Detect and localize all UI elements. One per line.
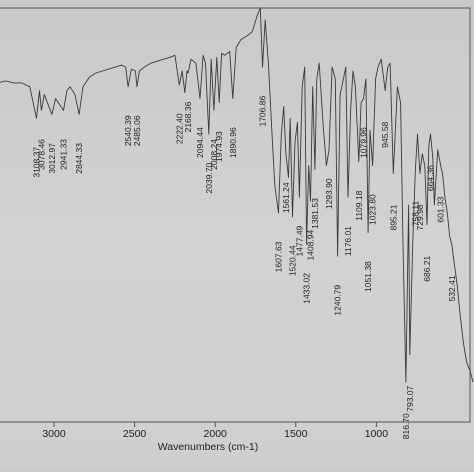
peak-label: 1079.96 xyxy=(359,127,369,158)
peak-label: 1023.80 xyxy=(368,194,378,225)
peak-label: 1607.63 xyxy=(273,241,283,272)
peak-label: 1109.18 xyxy=(354,190,364,220)
peak-label: 1561.24 xyxy=(281,182,291,213)
peak-label: 1974.93 xyxy=(214,131,224,162)
x-tick-label: 2500 xyxy=(123,428,147,440)
peak-label: 664.36 xyxy=(425,165,435,191)
peak-label: 1706.86 xyxy=(258,96,268,127)
peak-label: 2941.33 xyxy=(59,139,69,170)
peak-label: 1240.79 xyxy=(333,285,343,316)
spectrum-series-line xyxy=(0,7,474,383)
peak-label: 1408.94 xyxy=(305,229,315,260)
x-tick-label: 3000 xyxy=(42,428,66,440)
peak-label: 816.70 xyxy=(401,413,411,439)
x-axis-ticks: 3000 2500 2000 1500 1000 xyxy=(42,422,388,440)
peak-label: 2844.33 xyxy=(74,143,84,174)
plot-frame xyxy=(0,7,471,423)
peak-label: 793.07 xyxy=(405,385,415,411)
peak-label: 3108.37 xyxy=(32,147,42,178)
x-tick-label: 2000 xyxy=(204,428,228,440)
peak-label: 2094.44 xyxy=(195,127,205,158)
peak-label: 3078.46 xyxy=(36,139,46,170)
peak-label: 1176.01 xyxy=(343,226,353,256)
peak-label: 2485.06 xyxy=(132,115,142,146)
peak-label: 1433.02 xyxy=(302,273,312,304)
x-tick-label: 1000 xyxy=(365,428,389,440)
peak-label: 2222.40 xyxy=(174,113,184,144)
peak-label: 1051.38 xyxy=(363,261,373,292)
peak-label: 2008.24 xyxy=(209,139,219,170)
peak-label: 1477.49 xyxy=(294,225,304,256)
peak-label: 1520.44 xyxy=(288,245,298,276)
peak-label: 1293.90 xyxy=(324,178,334,209)
peak-label: 758.11 xyxy=(410,201,420,227)
peak-label: 532.41 xyxy=(447,275,457,301)
peak-label: 686.21 xyxy=(422,255,432,281)
peak-label: 3012.97 xyxy=(47,143,57,174)
x-axis-label: Wavenumbers (cm-1) xyxy=(158,441,259,453)
peak-label: 945.58 xyxy=(380,121,390,147)
peak-label: 895.21 xyxy=(388,204,398,230)
peak-label: 729.98 xyxy=(415,204,425,230)
peak-label: 1381.53 xyxy=(310,198,320,229)
peak-label: 1890.96 xyxy=(228,127,238,158)
peak-label: 2540.39 xyxy=(123,115,133,146)
peak-label: 2039.70 xyxy=(204,162,214,193)
peak-label: 601.33 xyxy=(436,196,446,222)
peak-label: 2168.36 xyxy=(183,101,193,132)
x-tick-label: 1500 xyxy=(284,428,308,440)
